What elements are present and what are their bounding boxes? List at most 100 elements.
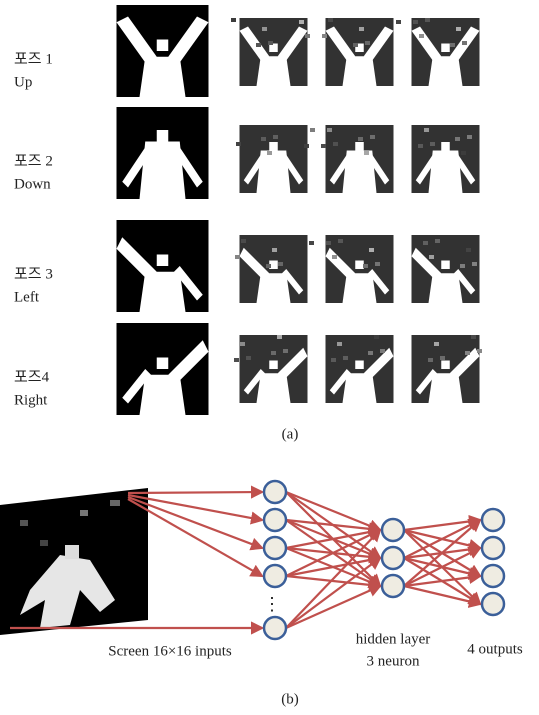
noise-pixel [262, 27, 267, 31]
noise-pixel [418, 144, 423, 148]
noise-pixel [321, 144, 326, 148]
noise-pixel [337, 342, 342, 346]
noise-pixel [430, 142, 435, 146]
noise-pixel [428, 358, 433, 362]
output-node [482, 593, 504, 615]
hidden-label: hidden layer [356, 631, 431, 647]
noise-pixel [277, 335, 282, 339]
noise-pixel [305, 34, 310, 38]
pose-sample [326, 335, 394, 403]
noise-pixel [240, 342, 245, 346]
hidden-node [382, 575, 404, 597]
pose-sample [240, 235, 308, 303]
noise-pixel [434, 342, 439, 346]
noise-pixel [435, 239, 440, 243]
pose-name: 포즈 3 [14, 266, 53, 282]
pose-sample [326, 235, 394, 303]
noise-pixel [472, 262, 477, 266]
pose-sample [240, 18, 308, 86]
noise-pixel [380, 349, 385, 353]
noise-pixel [358, 137, 363, 141]
pose-direction: Up [14, 74, 32, 90]
noise-pixel [304, 144, 309, 148]
hidden-node [382, 519, 404, 541]
pose-name: 포즈 2 [14, 153, 53, 169]
pose-sample [412, 18, 480, 86]
noise-pixel [466, 248, 471, 252]
pose-image [117, 107, 209, 199]
hidden-label: 3 neuron [367, 653, 420, 669]
noise-pixel [368, 351, 373, 355]
pose-name: 포즈4 [14, 369, 50, 385]
figure: 포즈 1Up포즈 2Down포즈 3Left포즈4Right (a) ⋮ Scr… [0, 0, 539, 715]
noise-pixel [462, 41, 467, 45]
noise-pixel [266, 264, 271, 268]
pose-direction: Right [14, 392, 48, 408]
output-node [482, 537, 504, 559]
noise-pixel [467, 135, 472, 139]
noise-pixel [365, 41, 370, 45]
noise-pixel [374, 335, 379, 339]
noise-pixel [310, 128, 315, 132]
input-label: Screen 16×16 inputs [108, 643, 232, 659]
noise-pixel [396, 20, 401, 24]
noise-pixel [450, 43, 455, 47]
input-arrow [128, 495, 262, 520]
pose-sample [240, 335, 308, 403]
noise-pixel [425, 18, 430, 22]
noise-pixel [299, 20, 304, 24]
output-node [482, 509, 504, 531]
pose-direction: Left [14, 289, 40, 305]
noise-pixel [256, 43, 261, 47]
noise-pixel [465, 351, 470, 355]
noise-pixel [331, 358, 336, 362]
noise-pixel [423, 241, 428, 245]
noise-pixel [231, 18, 236, 22]
noise-pixel [363, 264, 368, 268]
noise-pixel [246, 356, 251, 360]
noise-pixel [283, 349, 288, 353]
noise-pixel [309, 241, 314, 245]
noise-pixel [267, 151, 272, 155]
caption: (b) [281, 691, 299, 707]
ellipsis: ⋮ [263, 594, 281, 614]
input-image [0, 488, 148, 635]
output-node [482, 565, 504, 587]
pose-sample [326, 125, 394, 193]
noise-pixel [322, 34, 327, 38]
noise-pixel [268, 41, 273, 45]
noise-pixel [338, 239, 343, 243]
noise-pixel [429, 255, 434, 259]
input-node [264, 481, 286, 503]
noise-pixel [460, 264, 465, 268]
noise-pixel [424, 128, 429, 132]
noise-pixel [273, 135, 278, 139]
noise-pixel [419, 34, 424, 38]
pose-sample [412, 235, 480, 303]
noise-pixel [332, 255, 337, 259]
input-node [264, 565, 286, 587]
noise-pixel [456, 27, 461, 31]
noise-pixel [241, 239, 246, 243]
noise-pixel [375, 262, 380, 266]
weight-arrow [404, 586, 480, 604]
noise-pixel [333, 142, 338, 146]
input-node [264, 509, 286, 531]
noise-pixel [477, 349, 482, 353]
input-arrow [128, 492, 262, 493]
pose-image [117, 323, 209, 415]
noise-pixel [278, 262, 283, 266]
input-node [264, 617, 286, 639]
noise-pixel [359, 27, 364, 31]
noise-pixel [235, 255, 240, 259]
output-label: 4 outputs [467, 641, 523, 657]
pose-direction: Down [14, 176, 51, 192]
noise-pixel [343, 356, 348, 360]
pose-sample [412, 335, 480, 403]
noise-pixel [328, 18, 333, 22]
noise-pixel [236, 142, 241, 146]
input-node [264, 537, 286, 559]
noise-pixel [440, 356, 445, 360]
caption: (a) [282, 426, 299, 442]
